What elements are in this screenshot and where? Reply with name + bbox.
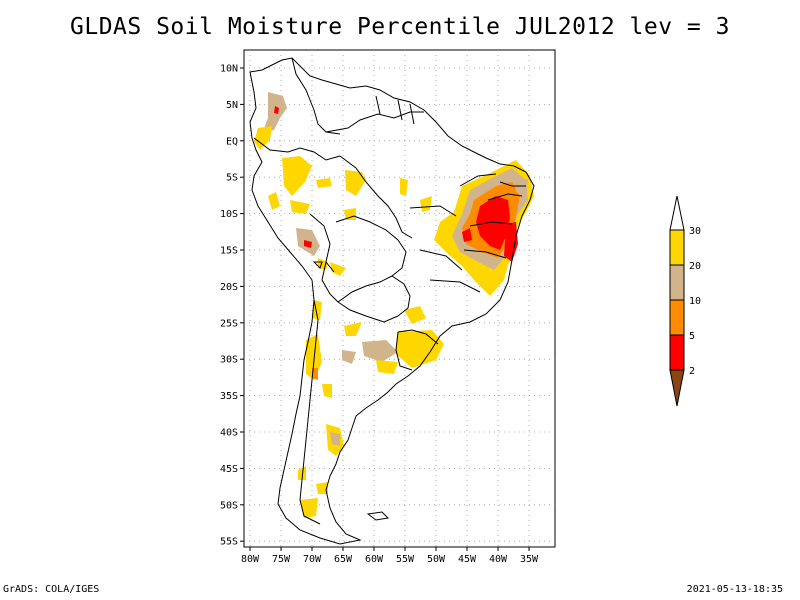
patch-ne-brazil-red bbox=[476, 196, 510, 250]
lon-label: 55W bbox=[396, 554, 415, 565]
border-bolivia-brazil bbox=[335, 215, 407, 277]
colorbar-swatch-20-30 bbox=[669, 229, 685, 266]
border-brazil-uruguay bbox=[397, 329, 439, 345]
border-argentina-chile bbox=[299, 299, 321, 525]
patch-amazon-1 bbox=[316, 178, 332, 188]
patch-andes-orange bbox=[312, 368, 318, 380]
patch-andes-south bbox=[322, 384, 332, 398]
south-america-coastline bbox=[249, 57, 535, 545]
lon-label: 65W bbox=[334, 554, 353, 565]
footer-credit: GrADS: COLA/IGES bbox=[3, 584, 100, 595]
lat-label: 5S bbox=[226, 173, 238, 184]
border-bolivia-paraguay bbox=[337, 275, 393, 303]
patch-amazon-4 bbox=[400, 178, 408, 196]
longitude-labels: 80W 75W 70W 65W 60W 55W 50W 45W 40W 35W bbox=[241, 547, 539, 565]
patch-patagonia-3 bbox=[316, 482, 328, 494]
lat-label: 10N bbox=[220, 64, 238, 75]
lon-label: 40W bbox=[489, 554, 508, 565]
patch-colombia-yellow bbox=[254, 126, 272, 150]
lake-titicaca bbox=[312, 261, 323, 269]
continent-outline bbox=[249, 57, 535, 545]
patch-peru-mid bbox=[290, 200, 310, 214]
colorbar-label-30: 30 bbox=[689, 226, 701, 237]
lon-label: 35W bbox=[520, 554, 539, 565]
map-frame bbox=[243, 49, 556, 548]
lat-label: EQ bbox=[226, 136, 238, 147]
border-venezuela-brazil bbox=[325, 111, 424, 133]
map-title: GLDAS Soil Moisture Percentile JUL2012 l… bbox=[70, 14, 730, 40]
colorbar-label-10: 10 bbox=[689, 296, 701, 307]
patch-amazon-3 bbox=[344, 208, 356, 220]
lat-label: 5N bbox=[226, 100, 238, 111]
patch-amazon-5 bbox=[420, 196, 432, 212]
falkland-islands bbox=[366, 511, 390, 521]
colorbar-swatch-5-10 bbox=[669, 299, 685, 336]
map-gridlines bbox=[244, 50, 555, 547]
lon-label: 45W bbox=[458, 554, 477, 565]
lon-label: 50W bbox=[427, 554, 446, 565]
lon-label: 80W bbox=[241, 554, 260, 565]
patch-colombia-red bbox=[274, 106, 279, 114]
colorbar-label-20: 20 bbox=[689, 261, 701, 272]
patch-argentina-ne-1 bbox=[362, 340, 398, 362]
patch-ne-brazil-red-2 bbox=[462, 228, 472, 242]
patch-patagonia-2 bbox=[300, 498, 318, 518]
lat-label: 45S bbox=[220, 464, 238, 475]
colorbar-swatch-2-5 bbox=[669, 334, 685, 371]
colorbar-label-2: 2 bbox=[689, 366, 695, 377]
lat-label: 10S bbox=[220, 209, 238, 220]
lat-label: 50S bbox=[220, 500, 238, 511]
lat-label: 15S bbox=[220, 246, 238, 257]
lat-label: 55S bbox=[220, 537, 238, 548]
colorbar-swatch-below2 bbox=[669, 369, 685, 407]
patch-amazon-2 bbox=[345, 170, 366, 196]
colorbar-swatch-10-20 bbox=[669, 264, 685, 301]
patch-argentina-ne-2 bbox=[376, 360, 398, 374]
border-brazil-states-sw bbox=[409, 205, 481, 293]
border-guianas bbox=[375, 95, 415, 125]
patch-peru-north bbox=[282, 156, 312, 196]
lat-label: 20S bbox=[220, 282, 238, 293]
patch-argentina-ne-yellow bbox=[344, 322, 362, 336]
lat-label: 40S bbox=[220, 428, 238, 439]
patch-patagonia-tan bbox=[330, 432, 340, 446]
patch-patagonia-4 bbox=[298, 466, 306, 480]
patch-parana bbox=[404, 306, 426, 324]
border-colombia-peru-ecuador bbox=[253, 137, 341, 161]
border-paraguay-brazil bbox=[391, 275, 411, 317]
lon-label: 60W bbox=[365, 554, 384, 565]
lat-label: 35S bbox=[220, 391, 238, 402]
border-brazil-states-ne bbox=[459, 173, 526, 259]
colorbar-label-5: 5 bbox=[689, 331, 695, 342]
border-peru-brazil bbox=[339, 155, 413, 239]
footer-timestamp: 2021-05-13-18:35 bbox=[686, 584, 783, 595]
colorbar: 30 20 10 5 2 bbox=[669, 195, 701, 407]
patch-argentina-ne-tan bbox=[342, 350, 356, 364]
patch-peru-south-red bbox=[304, 240, 312, 248]
lon-label: 75W bbox=[272, 554, 291, 565]
lat-label: 25S bbox=[220, 318, 238, 329]
patch-bolivia-2 bbox=[330, 262, 346, 276]
lon-label: 70W bbox=[303, 554, 322, 565]
patch-peru-north-2 bbox=[268, 192, 280, 210]
patch-ne-brazil-red-coast bbox=[504, 222, 518, 262]
border-bolivia-chile bbox=[321, 261, 339, 303]
border-paraguay-argentina bbox=[337, 301, 399, 323]
border-argentina-uruguay bbox=[395, 331, 413, 371]
lat-label: 30S bbox=[220, 355, 238, 366]
latitude-labels: 10N 5N EQ 5S 10S 15S 20S 25S 30S 35S 40S 45S 50S 55S bbox=[220, 64, 244, 548]
colorbar-swatch-above30 bbox=[669, 195, 685, 231]
border-peru-bolivia bbox=[309, 213, 335, 273]
